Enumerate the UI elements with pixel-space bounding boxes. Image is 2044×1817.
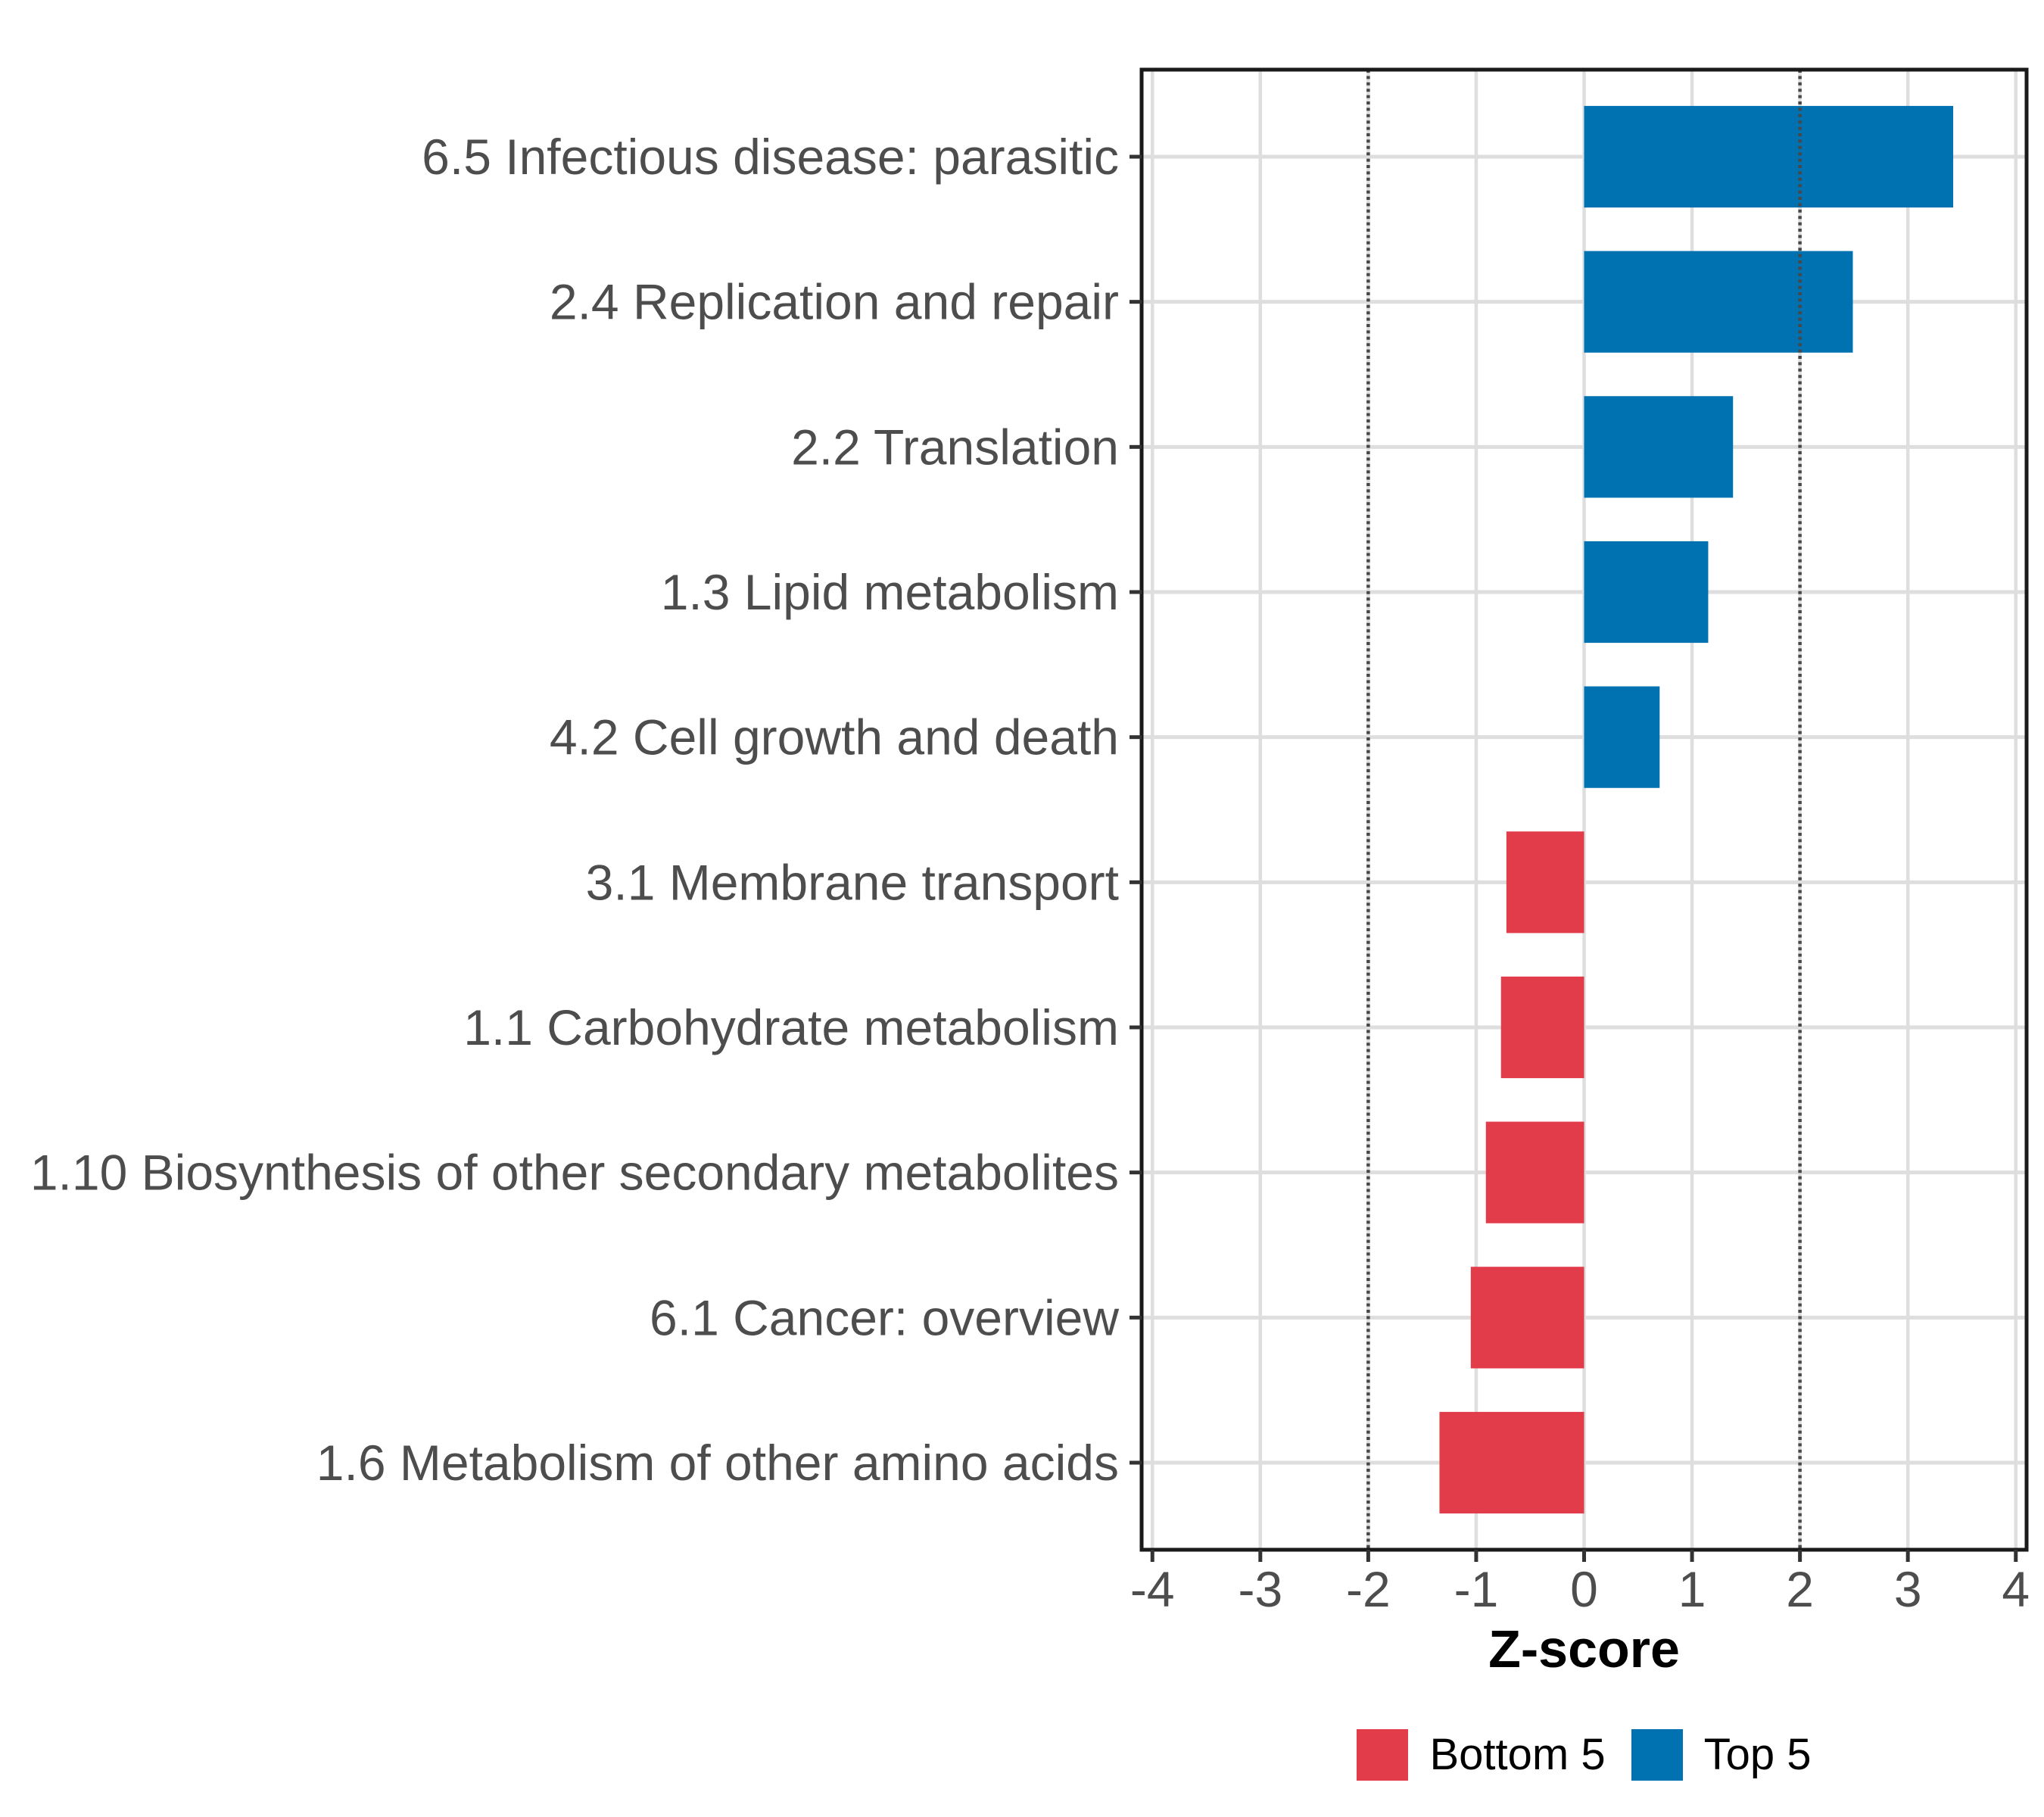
- y-axis-label: 1.6 Metabolism of other amino acids: [316, 1435, 1119, 1491]
- y-axis-label: 1.1 Carbohydrate metabolism: [463, 999, 1119, 1055]
- bar-2-4-replication-and-repair: [1584, 251, 1853, 353]
- x-tick-label: -1: [1454, 1561, 1499, 1617]
- x-tick-label: -3: [1238, 1561, 1282, 1617]
- y-axis-label: 4.2 Cell growth and death: [550, 709, 1119, 765]
- y-axis-label: 2.2 Translation: [791, 419, 1119, 475]
- x-tick-label: 0: [1570, 1561, 1598, 1617]
- x-tick-label: 2: [1786, 1561, 1814, 1617]
- bar-3-1-membrane-transport: [1506, 831, 1584, 933]
- x-axis-title: Z-score: [1488, 1619, 1680, 1678]
- legend-swatch-bottom5-icon: [1357, 1729, 1409, 1781]
- legend-swatch-top5-icon: [1631, 1729, 1683, 1781]
- legend-label-bottom5: Bottom 5: [1429, 1730, 1606, 1779]
- x-tick-label: 4: [2002, 1561, 2030, 1617]
- x-tick-label: 3: [1894, 1561, 1922, 1617]
- y-axis-label: 1.10 Biosynthesis of other secondary met…: [30, 1145, 1119, 1201]
- bar-1-10-biosynthesis-of-other-secondary-metabolites: [1485, 1121, 1584, 1223]
- bar-1-1-carbohydrate-metabolism: [1500, 976, 1584, 1079]
- bar-6-5-infectious-disease-parasitic: [1584, 105, 1954, 208]
- bar-1-6-metabolism-of-other-amino-acids: [1439, 1411, 1584, 1514]
- x-tick-label: -2: [1346, 1561, 1391, 1617]
- y-axis-label: 3.1 Membrane transport: [586, 854, 1119, 910]
- bar-2-2-translation: [1584, 396, 1734, 498]
- legend-item-top5: Top 5: [1631, 1729, 1812, 1781]
- x-tick-label: -4: [1130, 1561, 1175, 1617]
- bar-1-3-lipid-metabolism: [1584, 541, 1709, 644]
- bar-6-1-cancer-overview: [1470, 1267, 1584, 1369]
- legend-label-top5: Top 5: [1703, 1730, 1812, 1779]
- y-axis-label: 6.5 Infectious disease: parasitic: [422, 129, 1119, 185]
- y-axis-label: 1.3 Lipid metabolism: [661, 564, 1119, 620]
- legend: Bottom 5 Top 5: [1142, 1729, 2027, 1781]
- legend-item-bottom5: Bottom 5: [1357, 1729, 1606, 1781]
- y-axis-label: 2.4 Replication and repair: [550, 274, 1119, 330]
- x-tick-label: 1: [1678, 1561, 1706, 1617]
- y-axis-label: 6.1 Cancer: overview: [650, 1289, 1119, 1345]
- bar-4-2-cell-growth-and-death: [1584, 686, 1660, 788]
